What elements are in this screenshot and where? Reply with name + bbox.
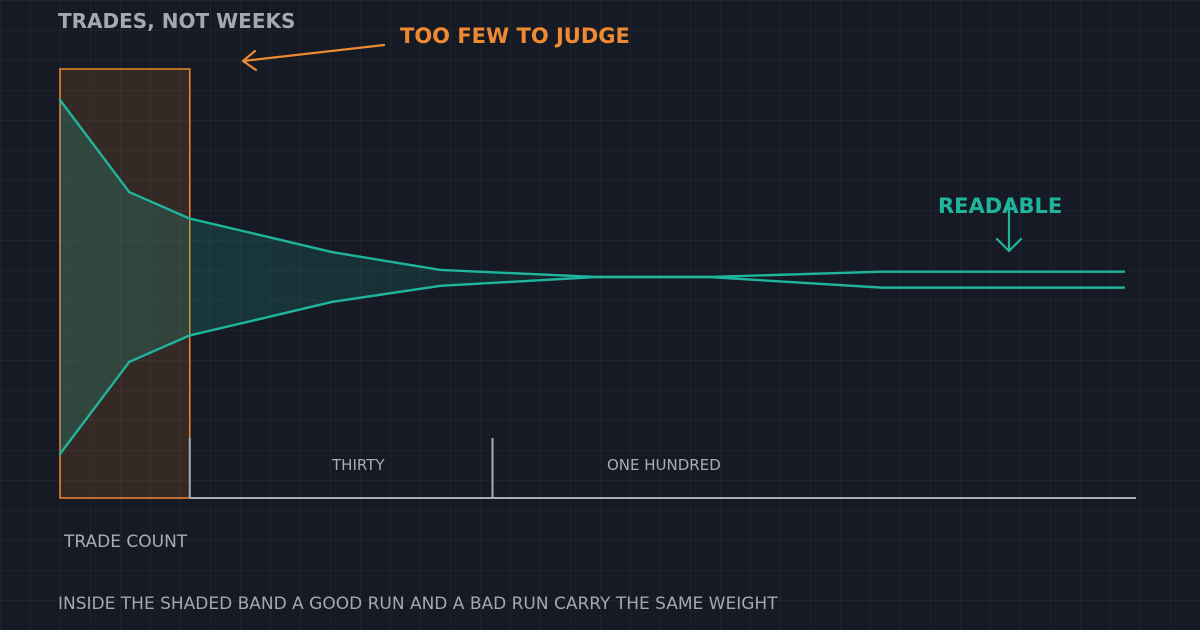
arrow-too-few (241, 43, 386, 72)
chart-caption: INSIDE THE SHADED BAND A GOOD RUN AND A … (58, 594, 778, 614)
lower-bound-line (58, 275, 1126, 456)
x-tick-label-thirty: THIRTY (332, 456, 385, 474)
annotation-too-few: TOO FEW TO JUDGE (400, 24, 630, 48)
x-axis-label: TRADE COUNT (64, 532, 188, 552)
annotation-readable: READABLE (938, 194, 1063, 218)
upper-bound-line (58, 98, 1126, 279)
chart-title: TRADES, NOT WEEKS (58, 9, 296, 33)
arrow-readable (995, 202, 1023, 253)
x-tick-label-one-hundred: ONE HUNDRED (607, 456, 721, 474)
